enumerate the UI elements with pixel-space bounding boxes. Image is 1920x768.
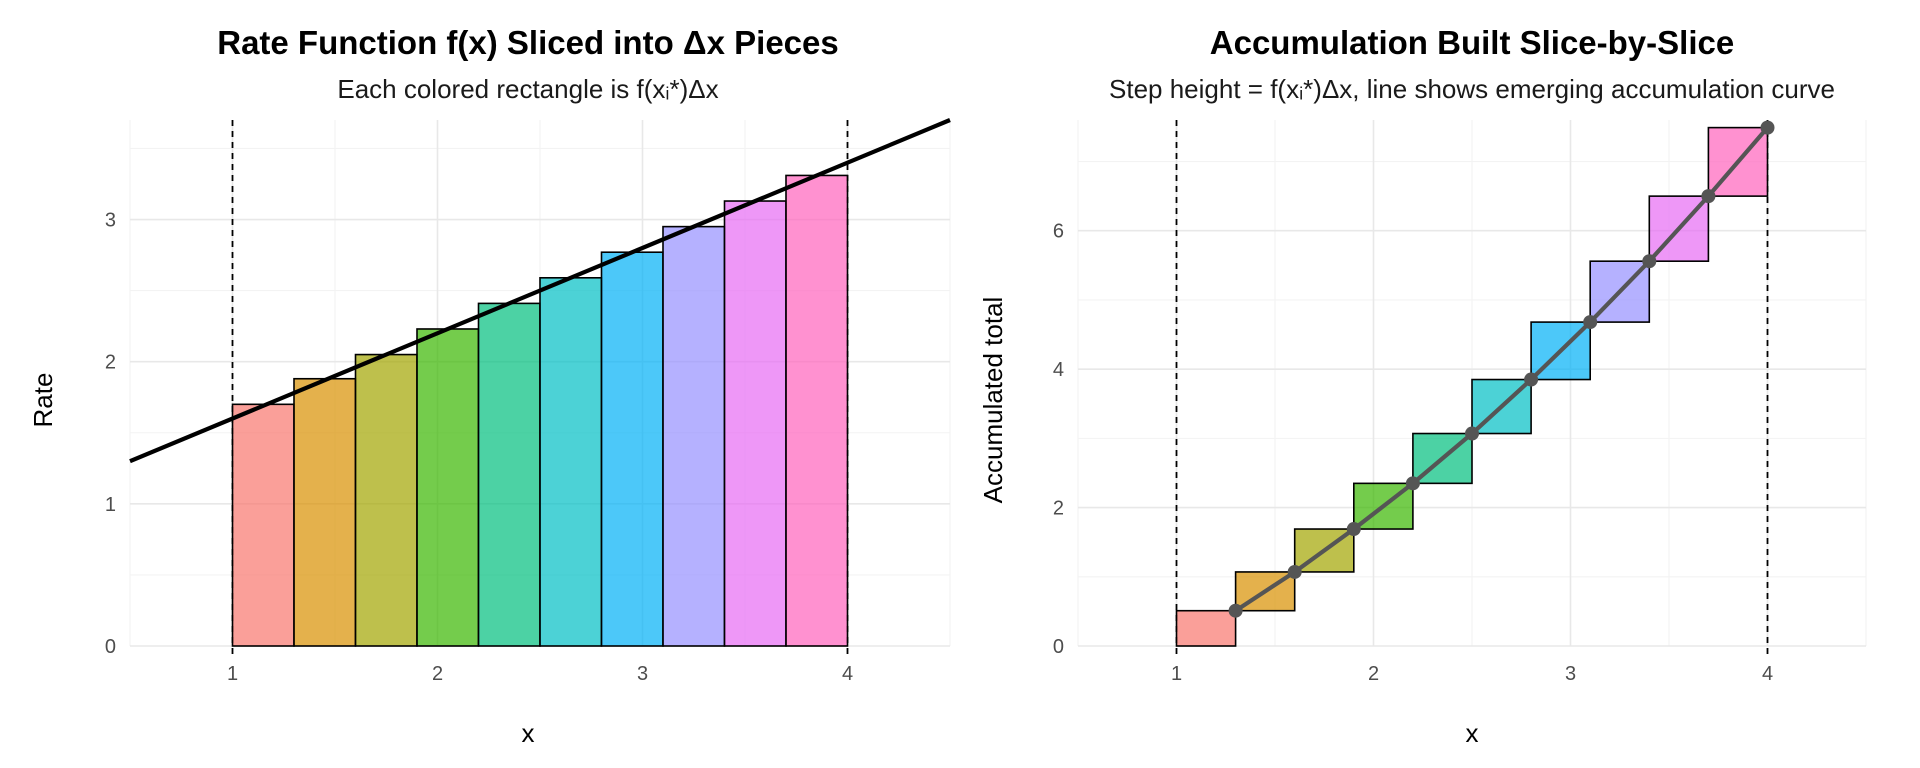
accumulation-chart-subtitle: Step height = f(xᵢ*)Δx, line shows emerg…: [1109, 74, 1835, 104]
accumulation-points: [1228, 120, 1775, 618]
rate-chart-slices: [231, 174, 849, 647]
accumulation-chart-x-ticks: 1 2 3 4: [1171, 663, 1773, 685]
rate-chart-y-axis-label: Rate: [28, 373, 58, 428]
rate-chart-x-tick-label: 1: [227, 663, 238, 685]
rate-slice-bar: [785, 174, 849, 647]
rate-chart-x-axis-label: x: [522, 718, 535, 748]
accumulation-chart-y-axis-label: Accumulated total: [978, 297, 1008, 504]
accumulation-chart-x-axis-label: x: [1466, 718, 1479, 748]
rate-chart-x-tick-label: 3: [637, 663, 648, 685]
rate-chart-y-tick-label: 3: [105, 210, 116, 232]
accumulation-point: [1287, 564, 1302, 579]
rate-chart-x-tick-label: 2: [432, 663, 443, 685]
rate-slice-bar: [539, 276, 603, 647]
accumulation-chart-y-tick-label: 6: [1053, 221, 1064, 243]
rate-slice-bar: [600, 251, 664, 647]
accumulation-point: [1228, 603, 1243, 618]
rate-chart-x-tick-label: 4: [842, 663, 853, 685]
accumulation-point: [1465, 426, 1479, 441]
accumulation-point: [1760, 120, 1775, 135]
accumulation-chart-title: Accumulation Built Slice-by-Slice: [1210, 24, 1734, 61]
rate-chart-panel: Rate Function f(x) Sliced into Δx Pieces…: [28, 24, 951, 748]
accumulation-chart-x-tick-label: 4: [1762, 663, 1773, 685]
accumulation-point: [1642, 254, 1657, 269]
rate-slice-bar: [416, 328, 480, 647]
rate-slice-bar: [662, 225, 726, 647]
accumulation-chart-y-ticks: 0 2 4 6: [1053, 221, 1064, 658]
accumulation-chart-x-tick-label: 2: [1368, 663, 1379, 685]
accumulation-point: [1405, 476, 1420, 491]
rate-chart-title: Rate Function f(x) Sliced into Δx Pieces: [217, 24, 839, 61]
accumulation-curve: [1234, 126, 1770, 613]
accumulation-point: [1524, 372, 1539, 387]
accumulation-point: [1583, 315, 1598, 330]
accumulation-point: [1701, 189, 1716, 204]
rate-chart-x-ticks: 1 2 3 4: [227, 663, 853, 685]
rate-function-segment: [129, 118, 951, 464]
rate-slice-bar: [477, 302, 541, 647]
rate-chart-subtitle: Each colored rectangle is f(xᵢ*)Δx: [337, 74, 718, 104]
accumulation-chart-x-tick-label: 1: [1171, 663, 1182, 685]
rate-slice-bar: [723, 200, 787, 647]
rate-chart-y-ticks: 0 1 2 3: [105, 210, 116, 658]
accumulation-point: [1346, 522, 1361, 537]
rate-function-line: [129, 118, 951, 464]
accumulation-chart-panel: Accumulation Built Slice-by-Slice Step h…: [978, 24, 1867, 748]
accumulation-line: [1234, 126, 1770, 613]
accumulation-chart-grid: [1077, 120, 1867, 647]
accumulation-chart-y-tick-label: 2: [1053, 498, 1064, 520]
rate-slice-bar: [354, 353, 418, 647]
rate-chart-y-tick-label: 2: [105, 352, 116, 374]
rate-chart-y-tick-label: 1: [105, 494, 116, 516]
rate-slice-bar: [293, 377, 357, 647]
rate-chart-y-tick-label: 0: [105, 636, 116, 658]
accumulation-chart-y-tick-label: 4: [1053, 359, 1064, 381]
accumulation-chart-y-tick-label: 0: [1053, 636, 1064, 658]
accumulation-chart-interval-bounds: [1175, 120, 1769, 658]
accumulation-step: [1175, 609, 1237, 647]
accumulation-chart-x-tick-label: 3: [1565, 663, 1576, 685]
rate-slice-bar: [231, 403, 295, 647]
